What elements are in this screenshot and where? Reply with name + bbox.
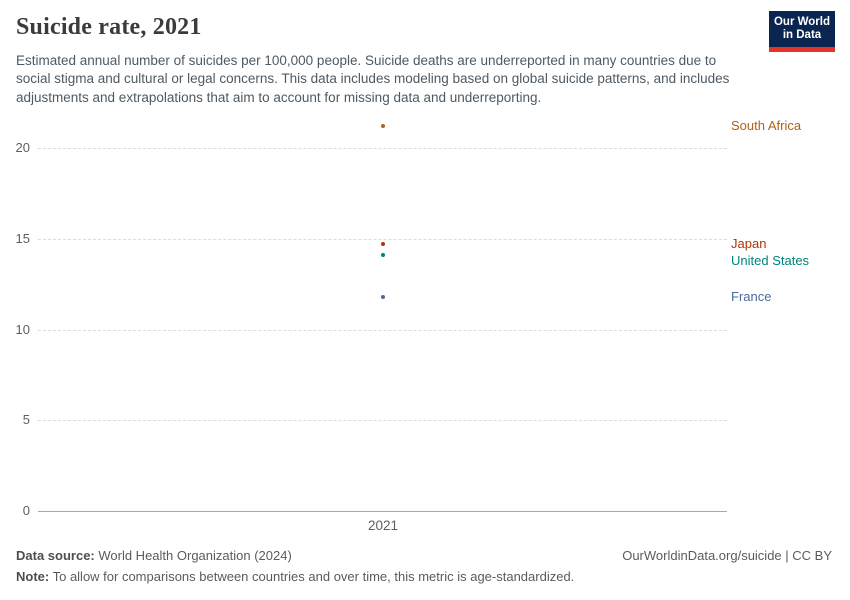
data-point-france[interactable] xyxy=(381,294,385,299)
y-tick-label: 0 xyxy=(22,503,30,518)
page-title: Suicide rate, 2021 xyxy=(16,14,202,40)
y-gridline xyxy=(38,329,727,331)
x-axis-line xyxy=(38,511,727,512)
owid-logo-line2: in Data xyxy=(782,29,822,41)
entity-label-france[interactable]: France xyxy=(731,288,772,304)
data-source: Data source: World Health Organization (… xyxy=(16,548,292,563)
data-point-united-states[interactable] xyxy=(381,253,385,258)
chart-subtitle: Estimated annual number of suicides per … xyxy=(16,53,730,105)
y-tick-label: 20 xyxy=(15,140,30,155)
entity-label-south-africa[interactable]: South Africa xyxy=(731,118,802,134)
owid-logo-line1: Our World xyxy=(773,16,830,28)
y-gridline xyxy=(38,420,727,422)
origin-url[interactable]: OurWorldinData.org/suicide | CC BY xyxy=(622,548,832,563)
data-source-text: World Health Organization (2024) xyxy=(94,548,292,563)
footer: Data source: World Health Organization (… xyxy=(16,548,832,563)
entity-label-united-states[interactable]: United States xyxy=(731,253,810,269)
owid-logo[interactable]: Our World in Data xyxy=(769,11,835,52)
note-text: To allow for comparisons between countri… xyxy=(49,569,575,584)
owid-logo-accent-bar xyxy=(769,47,835,52)
entity-label-japan[interactable]: Japan xyxy=(731,236,767,252)
data-source-label: Data source: xyxy=(16,548,95,563)
y-gridline xyxy=(38,238,727,240)
y-tick-label: 10 xyxy=(15,321,30,337)
x-tick-label: 2021 xyxy=(367,518,399,533)
data-point-south-africa[interactable] xyxy=(381,124,385,129)
y-tick-label: 15 xyxy=(15,230,30,246)
y-tick-label: 5 xyxy=(22,412,30,428)
note-label: Note: xyxy=(16,569,50,584)
data-point-japan[interactable] xyxy=(381,242,385,247)
footer-note: Note: To allow for comparisons between c… xyxy=(16,569,574,584)
y-gridline xyxy=(38,148,727,149)
